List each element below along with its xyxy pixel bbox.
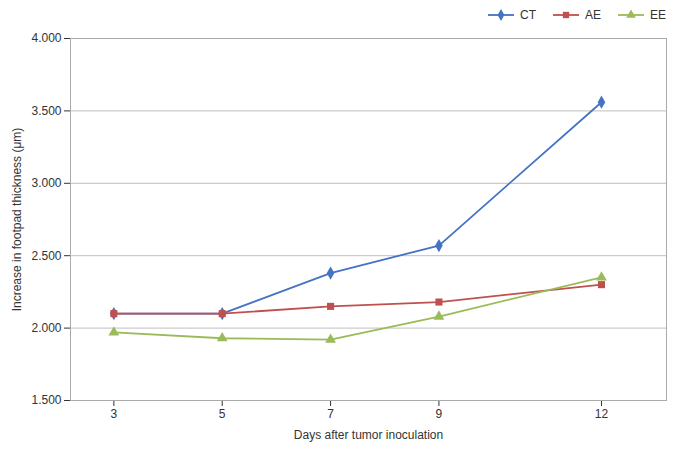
svg-text:2.500: 2.500: [31, 249, 61, 263]
svg-text:7: 7: [327, 407, 334, 421]
svg-text:4.000: 4.000: [31, 31, 61, 45]
svg-text:3.000: 3.000: [31, 176, 61, 190]
html-text:AE: AE: [585, 8, 601, 22]
svg-text:Days after tumor inoculation: Days after tumor inoculation: [294, 428, 443, 442]
svg-text:9: 9: [436, 407, 443, 421]
svg-text:12: 12: [595, 407, 609, 421]
svg-text:3: 3: [111, 407, 118, 421]
svg-text:2.000: 2.000: [31, 321, 61, 335]
svg-text:1.500: 1.500: [31, 393, 61, 407]
svg-text:5: 5: [219, 407, 226, 421]
svg-text:Increase in footpad thickness: Increase in footpad thickness (μm): [10, 128, 24, 312]
html-text:EE: EE: [650, 8, 666, 22]
html-text:CT: CT: [520, 8, 536, 22]
svg-text:3.500: 3.500: [31, 104, 61, 118]
